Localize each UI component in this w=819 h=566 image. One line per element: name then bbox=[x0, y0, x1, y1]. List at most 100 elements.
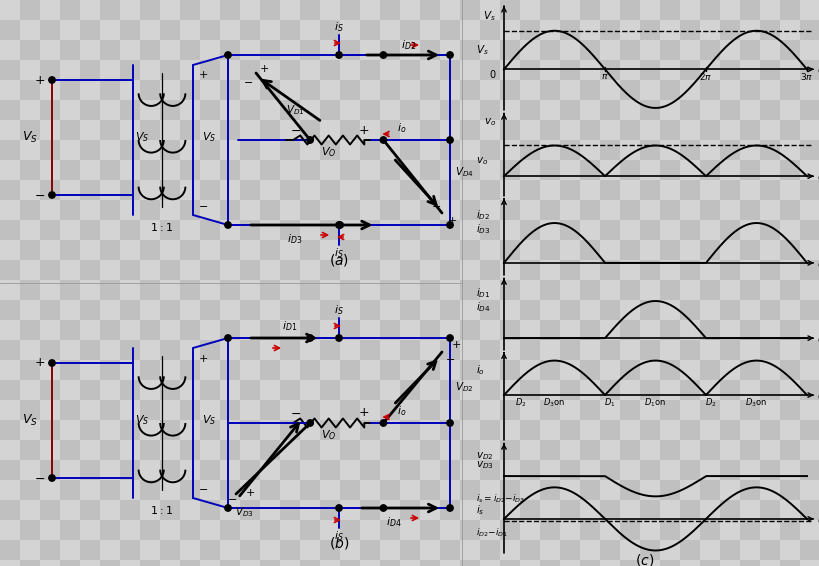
Text: $+$: $+$ bbox=[450, 338, 460, 349]
Bar bbox=[360, 120, 379, 140]
Bar bbox=[559, 120, 579, 140]
Bar bbox=[719, 340, 739, 360]
Bar bbox=[40, 100, 60, 120]
Bar bbox=[679, 420, 699, 440]
Bar bbox=[799, 360, 819, 380]
Bar bbox=[279, 460, 300, 480]
Bar bbox=[400, 0, 419, 20]
Bar bbox=[340, 240, 360, 260]
Bar bbox=[160, 520, 180, 540]
Text: $i_{D4}$: $i_{D4}$ bbox=[475, 300, 490, 314]
Bar bbox=[659, 440, 679, 460]
Bar bbox=[180, 0, 200, 20]
Bar bbox=[20, 440, 40, 460]
Bar bbox=[779, 280, 799, 300]
Bar bbox=[100, 280, 120, 300]
Bar bbox=[200, 280, 219, 300]
Bar bbox=[559, 420, 579, 440]
Bar bbox=[519, 180, 540, 200]
Bar bbox=[799, 440, 819, 460]
Bar bbox=[719, 120, 739, 140]
Bar bbox=[459, 0, 479, 20]
Bar bbox=[799, 80, 819, 100]
Bar bbox=[160, 240, 180, 260]
Bar bbox=[360, 140, 379, 160]
Bar bbox=[400, 260, 419, 280]
Bar bbox=[360, 560, 379, 566]
Bar bbox=[360, 240, 379, 260]
Bar bbox=[319, 220, 340, 240]
Bar bbox=[340, 80, 360, 100]
Bar bbox=[40, 440, 60, 460]
Bar bbox=[0, 460, 20, 480]
Bar bbox=[719, 400, 739, 420]
Bar bbox=[419, 500, 440, 520]
Bar bbox=[459, 420, 479, 440]
Bar bbox=[379, 20, 400, 40]
Bar bbox=[400, 520, 419, 540]
Bar bbox=[200, 440, 219, 460]
Bar bbox=[759, 160, 779, 180]
Bar bbox=[0, 220, 20, 240]
Text: $\omega t$: $\omega t$ bbox=[816, 389, 819, 401]
Bar bbox=[200, 240, 219, 260]
Bar bbox=[600, 260, 619, 280]
Bar bbox=[779, 380, 799, 400]
Bar bbox=[759, 220, 779, 240]
Bar bbox=[40, 40, 60, 60]
Bar bbox=[20, 540, 40, 560]
Bar bbox=[440, 440, 459, 460]
Bar bbox=[120, 460, 140, 480]
Bar bbox=[419, 540, 440, 560]
Bar bbox=[799, 60, 819, 80]
Bar bbox=[799, 560, 819, 566]
Bar bbox=[739, 480, 759, 500]
Bar bbox=[340, 520, 360, 540]
Bar bbox=[20, 80, 40, 100]
Bar bbox=[639, 160, 659, 180]
Bar bbox=[659, 20, 679, 40]
Bar bbox=[400, 300, 419, 320]
Bar bbox=[140, 560, 160, 566]
Bar bbox=[400, 200, 419, 220]
Bar bbox=[619, 500, 639, 520]
Bar bbox=[379, 300, 400, 320]
Text: $+$: $+$ bbox=[357, 123, 369, 136]
Bar bbox=[739, 320, 759, 340]
Bar bbox=[459, 360, 479, 380]
Bar bbox=[319, 60, 340, 80]
Bar bbox=[619, 380, 639, 400]
Bar bbox=[240, 120, 260, 140]
Bar bbox=[739, 280, 759, 300]
Bar bbox=[100, 260, 120, 280]
Bar bbox=[679, 140, 699, 160]
Bar bbox=[100, 0, 120, 20]
Bar bbox=[20, 420, 40, 440]
Bar bbox=[719, 320, 739, 340]
Bar bbox=[279, 100, 300, 120]
Bar bbox=[699, 460, 719, 480]
Bar bbox=[619, 120, 639, 140]
Bar bbox=[479, 300, 500, 320]
Bar bbox=[240, 140, 260, 160]
Bar bbox=[279, 320, 300, 340]
Bar bbox=[260, 80, 279, 100]
Bar bbox=[379, 540, 400, 560]
Bar bbox=[80, 560, 100, 566]
Bar bbox=[699, 180, 719, 200]
Bar bbox=[779, 180, 799, 200]
Bar bbox=[219, 340, 240, 360]
Bar bbox=[160, 160, 180, 180]
Bar bbox=[559, 100, 579, 120]
Bar bbox=[40, 180, 60, 200]
Bar bbox=[459, 60, 479, 80]
Bar bbox=[699, 20, 719, 40]
Bar bbox=[579, 340, 600, 360]
Bar bbox=[799, 420, 819, 440]
Bar bbox=[699, 560, 719, 566]
Bar bbox=[459, 280, 479, 300]
Bar bbox=[719, 480, 739, 500]
Bar bbox=[160, 20, 180, 40]
Bar bbox=[319, 300, 340, 320]
Bar bbox=[279, 300, 300, 320]
